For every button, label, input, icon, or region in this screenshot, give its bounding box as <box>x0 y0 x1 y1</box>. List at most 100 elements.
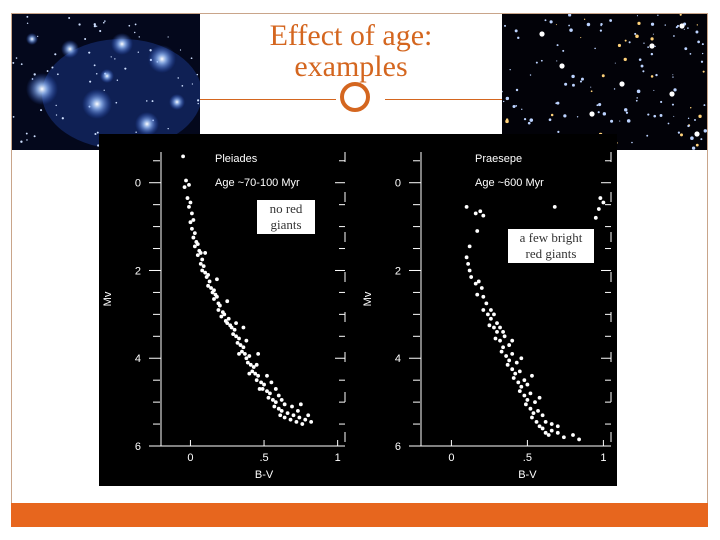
data-point <box>206 283 211 288</box>
faint-star <box>110 56 112 58</box>
data-point <box>187 183 191 187</box>
data-point <box>530 373 534 378</box>
field-star <box>580 77 584 81</box>
data-point <box>212 297 216 301</box>
field-star <box>677 131 680 134</box>
data-point <box>577 437 581 442</box>
callout-left-line1: no red <box>269 201 303 216</box>
field-star <box>597 111 600 114</box>
data-point <box>485 312 490 317</box>
field-star <box>521 108 523 110</box>
data-point <box>489 316 493 321</box>
field-star <box>572 83 575 87</box>
field-star <box>579 80 583 83</box>
data-point <box>492 312 496 317</box>
bright-star <box>649 43 655 49</box>
field-star <box>635 99 638 102</box>
data-point <box>295 408 300 413</box>
faint-star <box>128 24 131 27</box>
data-point <box>225 299 230 304</box>
panel-subtitle: Age ~600 Myr <box>475 177 544 189</box>
field-star <box>556 101 560 105</box>
data-point <box>522 393 527 398</box>
field-star <box>557 130 560 133</box>
data-point <box>215 277 219 282</box>
data-point <box>200 268 205 273</box>
data-point <box>192 244 197 249</box>
field-star <box>684 47 688 51</box>
field-star <box>562 49 565 52</box>
field-star <box>700 60 704 63</box>
faint-star <box>33 135 36 138</box>
data-point <box>522 378 527 383</box>
field-star <box>540 59 543 62</box>
bright-star <box>619 81 625 87</box>
faint-star <box>93 64 96 67</box>
data-point <box>195 242 200 247</box>
left-cluster-photo <box>12 14 200 150</box>
data-point <box>198 251 203 255</box>
field-star <box>529 118 534 122</box>
data-point <box>241 325 246 330</box>
faint-star <box>56 73 59 76</box>
photo-background <box>502 14 707 150</box>
field-star <box>609 19 613 22</box>
field-star <box>698 114 702 118</box>
field-star <box>695 143 699 147</box>
callout-no-red-giants: no red giants <box>257 200 315 234</box>
data-point <box>516 380 521 385</box>
data-point <box>192 231 197 236</box>
data-point <box>181 154 185 159</box>
data-point <box>203 270 208 275</box>
data-point <box>262 382 266 387</box>
data-point <box>495 330 499 334</box>
field-star <box>671 103 674 106</box>
field-star <box>683 28 685 30</box>
data-point <box>288 417 293 422</box>
field-star <box>509 68 511 71</box>
data-point <box>187 204 191 209</box>
data-point <box>498 338 502 343</box>
faint-star <box>99 29 102 33</box>
data-point <box>511 376 516 380</box>
data-point <box>276 393 281 398</box>
field-star <box>696 24 698 26</box>
data-point <box>598 196 603 200</box>
data-point <box>198 261 203 266</box>
slide-title-line2: examples <box>294 50 408 83</box>
data-point <box>270 398 275 402</box>
x-axis-label: B-V <box>518 469 537 481</box>
data-point <box>475 229 480 233</box>
field-star <box>549 20 553 24</box>
faint-star <box>68 17 71 19</box>
faint-star <box>12 115 15 118</box>
field-star <box>635 34 639 39</box>
data-point <box>481 213 486 218</box>
data-point <box>272 404 277 409</box>
data-point <box>285 411 290 415</box>
field-star <box>517 36 520 40</box>
data-point <box>273 387 278 391</box>
faint-star <box>26 15 29 18</box>
field-star <box>594 47 596 50</box>
faint-star <box>93 24 97 28</box>
field-star <box>586 22 591 27</box>
data-point <box>257 387 262 391</box>
field-star <box>650 37 654 41</box>
data-point <box>300 422 305 426</box>
data-point <box>244 338 249 343</box>
field-star <box>527 121 531 125</box>
faint-star <box>181 84 184 87</box>
faint-star <box>104 20 106 22</box>
data-point <box>278 413 283 418</box>
field-star <box>514 29 518 33</box>
bright-star <box>589 111 595 117</box>
data-point <box>476 279 481 284</box>
field-star <box>625 111 629 114</box>
data-point <box>209 286 213 290</box>
data-point <box>243 351 247 356</box>
field-star <box>523 117 527 121</box>
data-point <box>484 301 489 306</box>
data-point <box>549 422 554 426</box>
data-point <box>240 349 244 354</box>
